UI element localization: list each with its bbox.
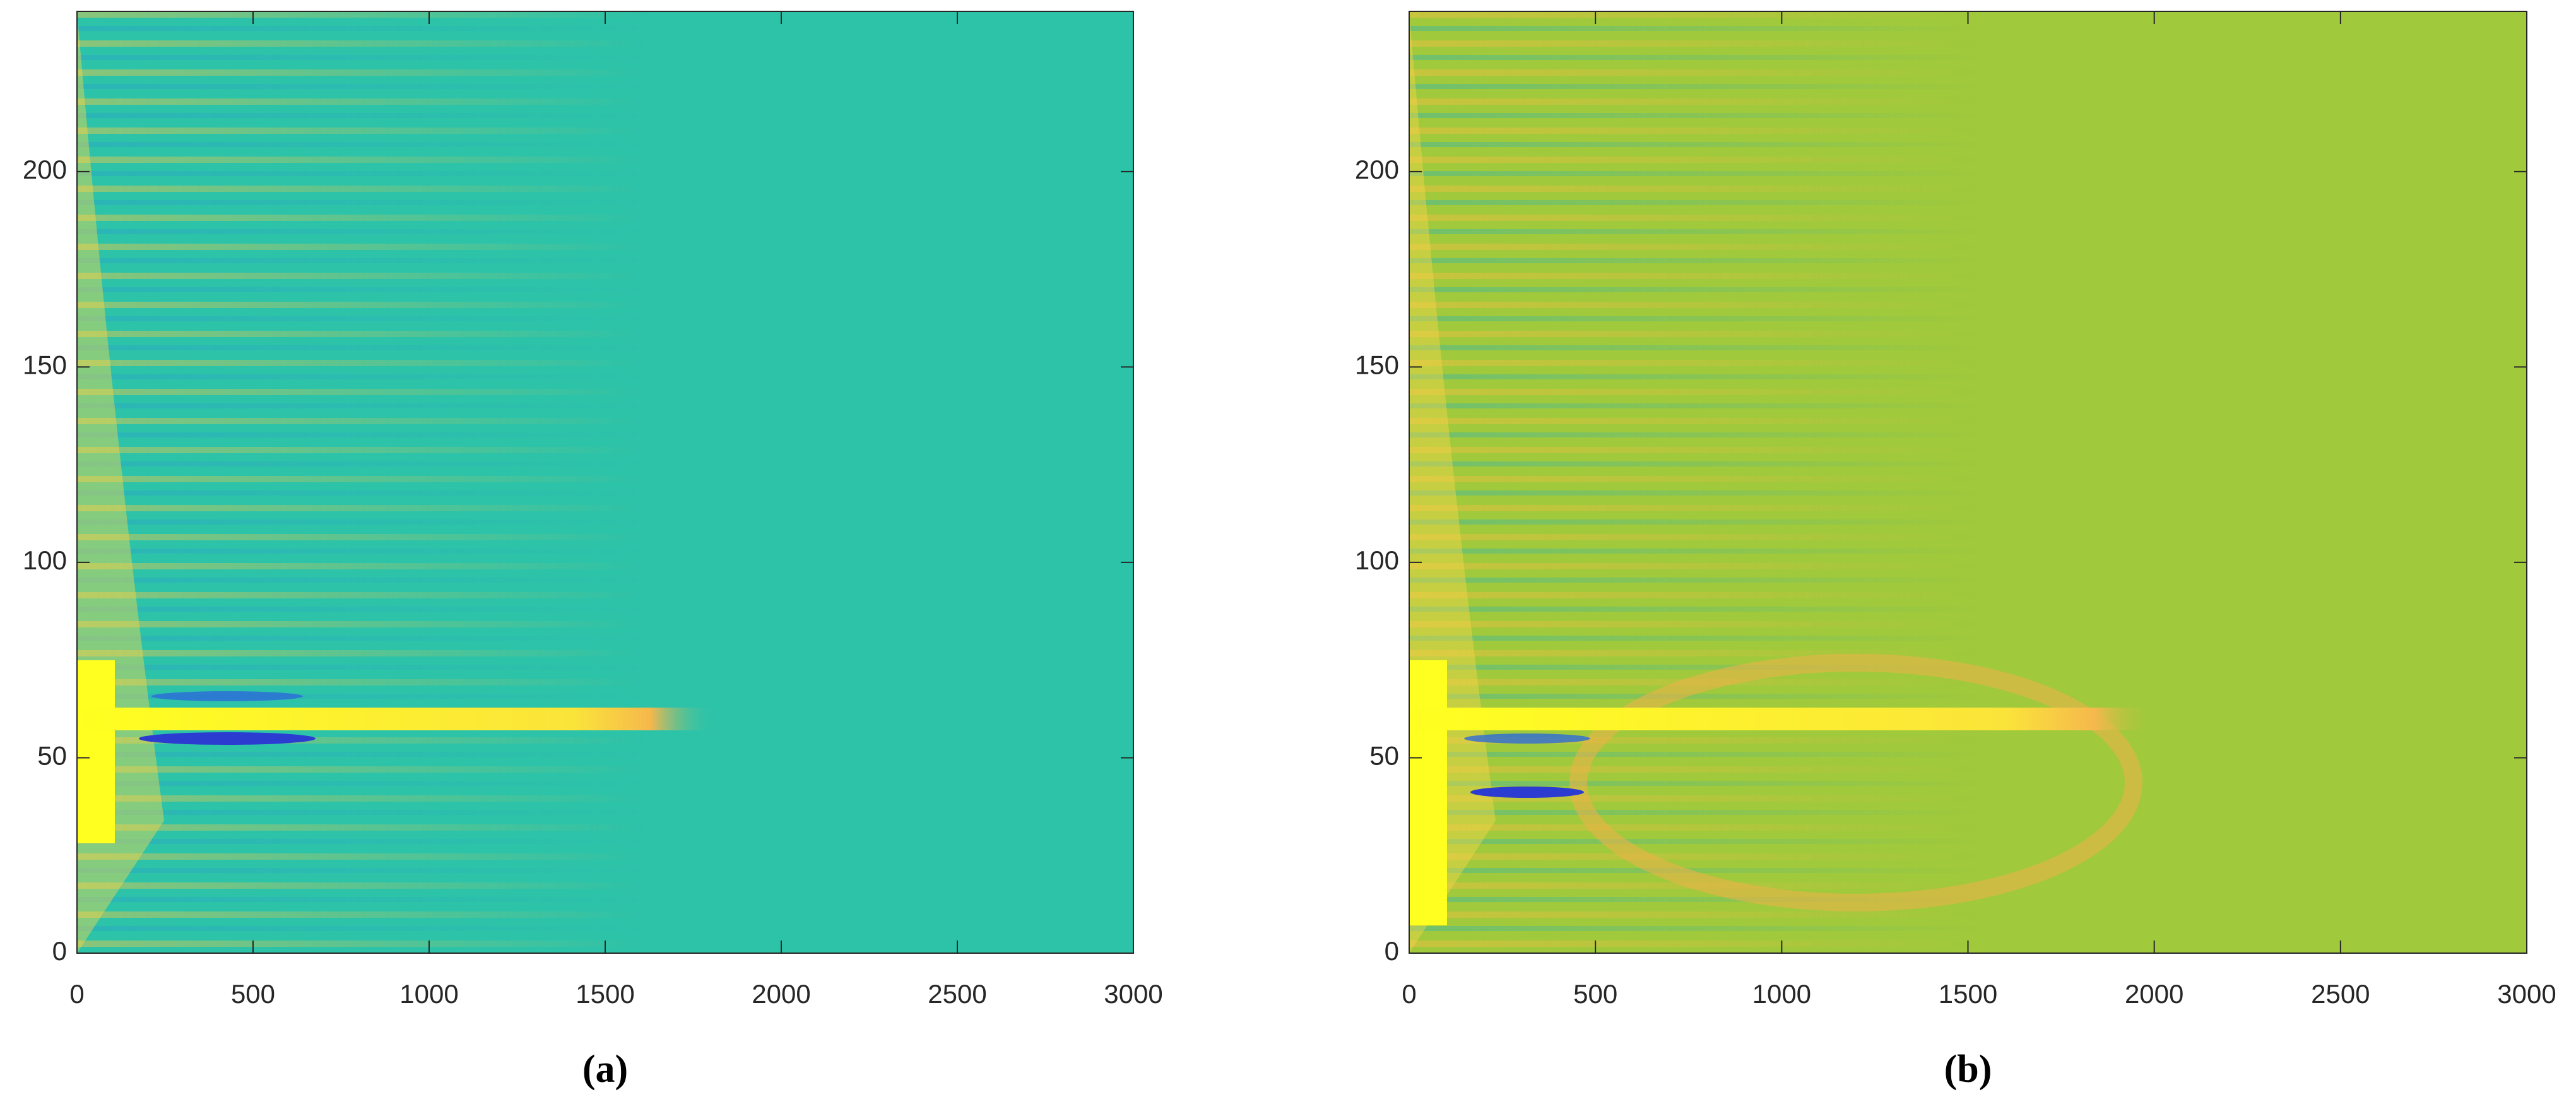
dark-stripe [1464, 733, 1590, 744]
x-tick-label: 2000 [752, 979, 810, 1009]
panel-a: 0 500 1000 1500 2000 2500 3000 0 50 100 150 200 (a) [23, 11, 1163, 1091]
x-tick-label: 500 [231, 979, 275, 1009]
source-blob [1409, 660, 1447, 925]
heatmap-texture [77, 11, 714, 953]
y-tick-label: 200 [23, 155, 67, 184]
x-tick-label: 1000 [1752, 979, 1811, 1009]
panel-caption: (b) [1944, 1048, 1992, 1091]
reflection-arc [1569, 654, 2142, 911]
x-tick-label: 500 [1573, 979, 1617, 1009]
x-tick-label: 3000 [1104, 979, 1162, 1009]
y-tick-label: 100 [1355, 545, 1399, 575]
y-tick-label: 150 [1355, 350, 1399, 379]
yellow-band [1409, 708, 2154, 730]
panel-caption: (a) [582, 1048, 628, 1091]
y-tick-label: 100 [23, 545, 67, 575]
y-tick-label: 0 [1385, 936, 1399, 966]
yellow-band [77, 708, 714, 730]
x-tick-label: 2500 [2311, 979, 2370, 1009]
x-tick-label: 3000 [2497, 979, 2556, 1009]
dark-stripe [1470, 786, 1584, 798]
y-tick-label: 200 [1355, 155, 1399, 184]
y-tick-label: 150 [23, 350, 67, 379]
y-tick-label: 0 [52, 936, 67, 966]
heatmap-texture [1409, 11, 2154, 953]
x-tick-label: 1500 [576, 979, 634, 1009]
x-tick-label: 2000 [2125, 979, 2183, 1009]
x-tick-label: 2500 [928, 979, 986, 1009]
y-tick-label: 50 [1369, 741, 1399, 771]
panel-b: 0 500 1000 1500 2000 2500 3000 0 50 100 150 200 (b) [1355, 11, 2556, 1091]
source-blob [77, 660, 115, 843]
stripes [77, 11, 645, 953]
x-tick-label: 1500 [1939, 979, 1997, 1009]
dark-stripe [139, 732, 316, 745]
x-tick-label: 0 [1402, 979, 1416, 1009]
y-tick-label: 50 [37, 741, 67, 771]
x-tick-label: 0 [69, 979, 84, 1009]
dark-stripe [151, 691, 303, 701]
x-tick-label: 1000 [399, 979, 458, 1009]
